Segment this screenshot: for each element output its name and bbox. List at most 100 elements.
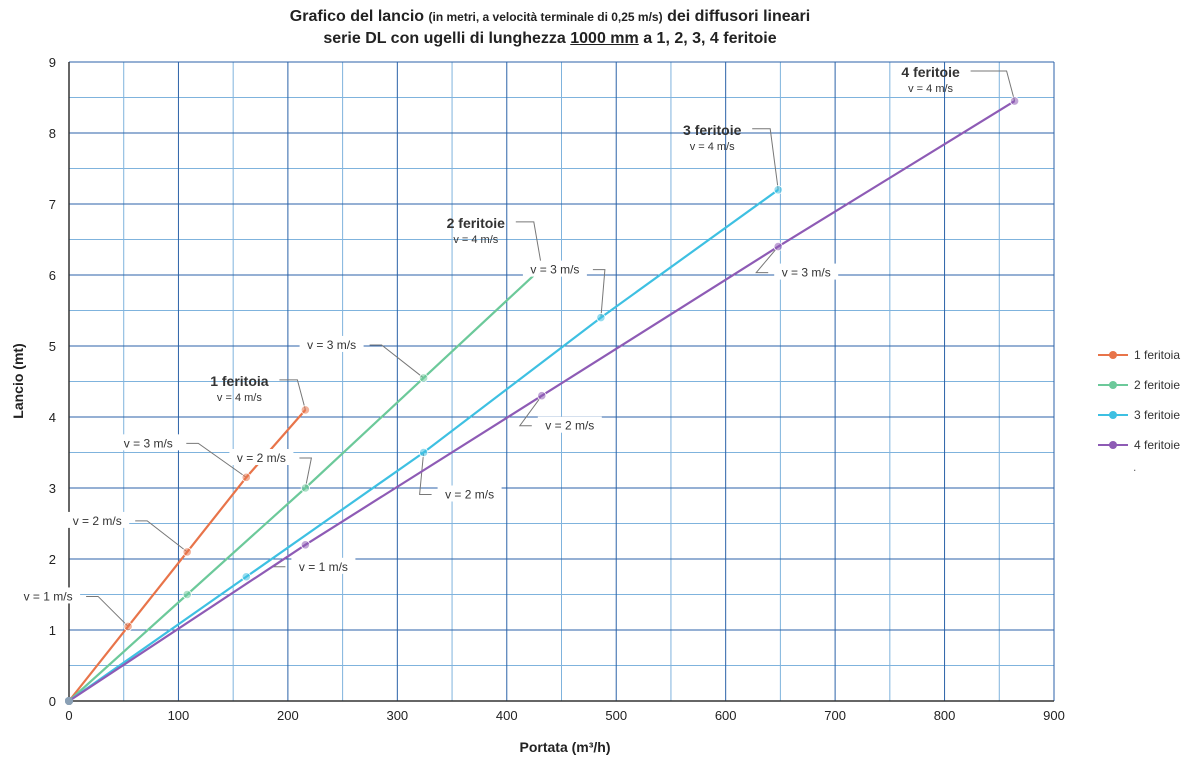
legend-item-4: 4 feritoie [1098,434,1180,456]
x-tick-label: 300 [386,708,408,723]
annotation-bg [291,557,356,574]
y-tick-label: 3 [49,481,56,496]
legend-item-2: 2 feritoie [1098,374,1180,396]
series-label-leader [752,128,779,190]
x-tick-label: 800 [934,708,956,723]
legend-extra-mark: . [1133,460,1137,474]
series-point [418,373,429,383]
velocity-annotation: v = 2 m/s [545,419,594,433]
annotation-leader [419,452,432,495]
series-lines [65,96,1020,705]
y-tick-label: 1 [49,623,56,638]
series-point [773,242,783,252]
annotation-leader [299,457,313,489]
x-tick-label: 400 [496,708,518,723]
velocity-annotation: v = 1 m/s [24,589,73,603]
annotation-leaders [86,70,1016,627]
legend-label: 2 feritoie [1134,378,1181,392]
annotation-bg [229,449,294,465]
annotation-leader [186,442,247,478]
legend-label: 1 feritoia [1134,348,1181,362]
y-axis-label: Lancio (mt) [10,343,26,418]
legend-label: 3 feritoie [1134,408,1181,422]
annotation-leader [592,269,606,318]
legend-label: 4 feritoie [1134,438,1181,452]
series-end-label: 2 feritoie [447,215,506,231]
legend-swatch [1098,441,1128,449]
legend-marker-icon [1109,441,1117,449]
series-end-label: 1 feritoia [210,373,269,389]
velocity-annotation: v = 2 m/s [73,514,122,528]
series-line-4 [68,100,1016,702]
legend-marker-icon [1109,381,1117,389]
chart-title: Grafico del lancio (in metri, a velocità… [0,6,1100,50]
legend: 1 feritoia 2 feritoie 3 feritoie 4 feritoie [1098,344,1180,464]
velocity-annotation: v = 2 m/s [445,488,494,502]
series-point [241,472,251,482]
annotation-labels: 1 feritoia v = 4 m/s 2 feritoie v = 4 m/s 3 … [16,64,960,604]
legend-swatch [1098,381,1128,389]
title-line-1: Grafico del lancio (in metri, a velocità… [0,6,1100,28]
series-point [300,483,310,493]
x-axis-label: Portata (m³/h) [520,739,611,755]
series-point [182,589,192,600]
annotation-bg [65,511,130,528]
annotation-leader [369,344,424,379]
series-label-leader [515,221,543,268]
annotation-bg [774,263,839,280]
series-label-leader [279,379,306,411]
annotation-bg [522,260,587,277]
tick-labels: 0 100 200 300 400 500 600 700 800 900 0 1 2 3 4 5 6 7 8 9 [49,55,1065,723]
series-point [241,572,251,582]
y-tick-label: 5 [49,339,56,354]
series-point [773,185,783,195]
annotation-bg [299,335,364,352]
legend-item-1: 1 feritoia [1098,344,1180,366]
annotation-bg [16,587,81,604]
y-tick-label: 4 [49,410,56,425]
series-label-leader [970,70,1016,102]
series-end-label: 4 feritoie [901,64,960,80]
x-tick-label: 0 [65,708,72,723]
x-tick-label: 500 [605,708,627,723]
x-tick-label: 900 [1043,708,1065,723]
series-point [300,405,310,415]
annotation-leader [135,520,188,553]
title-underlined: 1000 mm [570,30,639,47]
annotation-leader [86,595,129,627]
x-tick-label: 700 [824,708,846,723]
series-point [182,547,192,557]
series-point [1009,96,1020,106]
velocity-annotation: v = 2 m/s [237,451,286,465]
y-tick-label: 2 [49,552,56,567]
y-tick-label: 8 [49,126,56,141]
legend-swatch [1098,351,1128,359]
annotation-leader [518,395,543,427]
title-prefix: serie DL con ugelli di lunghezza [323,30,566,47]
legend-marker-icon [1109,411,1117,419]
series-point [418,447,429,458]
legend-marker-icon [1109,351,1117,359]
y-tick-label: 9 [49,55,56,70]
series-end-velocity: v = 4 m/s [690,141,735,153]
title-tail: dei diffusori lineari [667,8,811,25]
title-small: (in metri, a velocità terminale di 0,25 … [428,10,663,24]
velocity-annotation: v = 3 m/s [124,436,173,450]
series-point [123,621,133,632]
grid-minor [69,62,1054,701]
annotation-bg [437,485,502,502]
x-tick-label: 100 [168,708,190,723]
series-point [596,312,606,323]
x-tick-label: 200 [277,708,299,723]
annotation-bg [116,434,181,451]
legend-swatch [1098,411,1128,419]
title-suffix: a 1, 2, 3, 4 feritoie [643,30,777,47]
series-point [300,540,310,550]
annotation-bg [537,416,602,433]
y-tick-label: 6 [49,268,56,283]
title-line-2: serie DL con ugelli di lunghezza 1000 mm… [0,28,1100,50]
legend-item-3: 3 feritoie [1098,404,1180,426]
series-end-velocity: v = 4 m/s [908,83,953,95]
velocity-annotation: v = 3 m/s [530,263,579,277]
